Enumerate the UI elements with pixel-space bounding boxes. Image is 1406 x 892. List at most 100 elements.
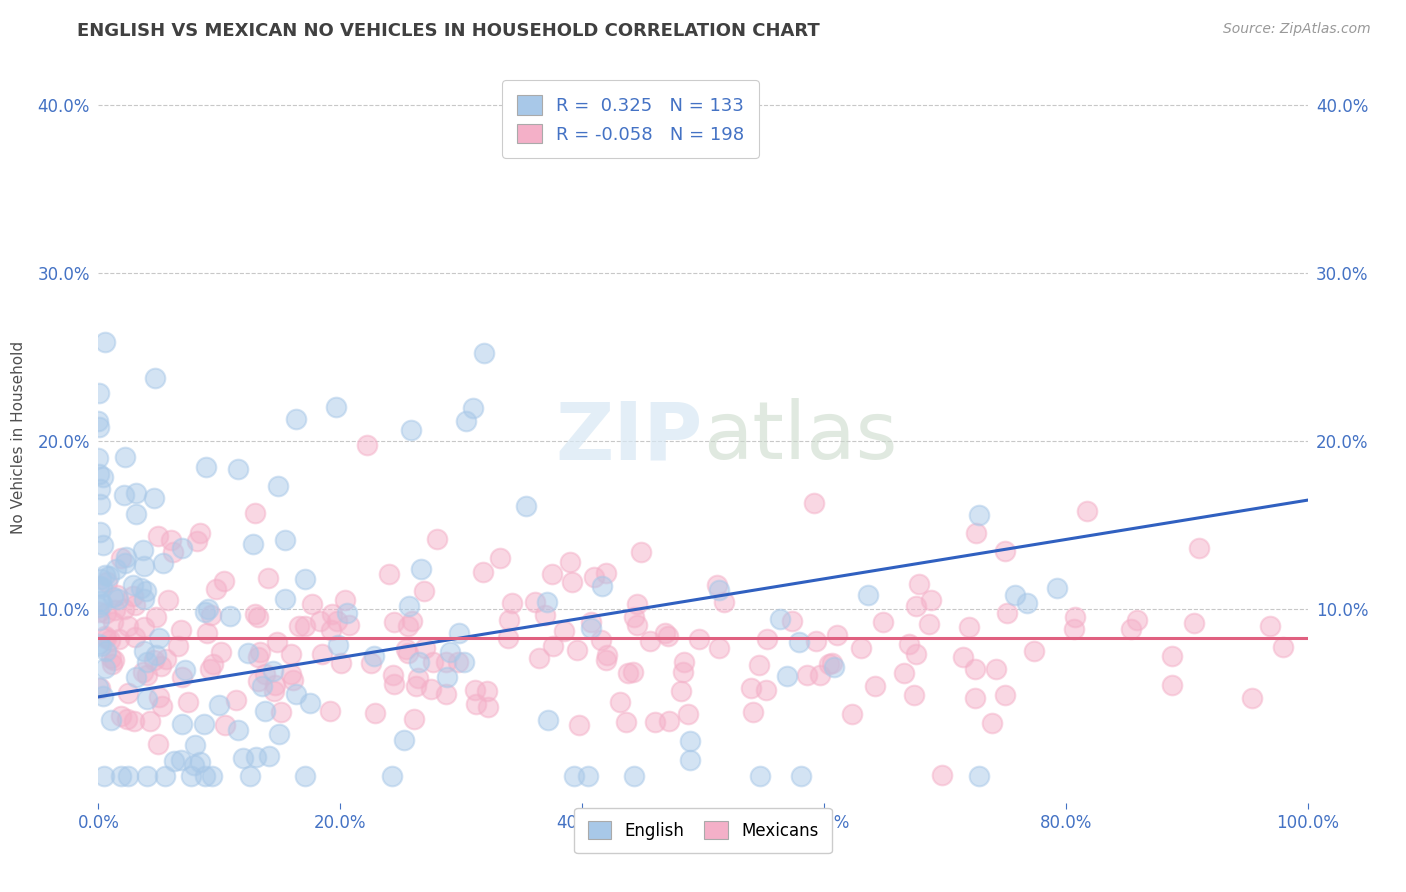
- Point: [156, 593, 179, 607]
- Point: [623, 769, 645, 783]
- Point: [776, 669, 799, 683]
- Point: [136, 655, 159, 669]
- Point: [91, 690, 114, 704]
- Point: [595, 653, 617, 667]
- Point: [94, 661, 117, 675]
- Point: [706, 578, 728, 592]
- Point: [150, 658, 173, 673]
- Point: [796, 668, 818, 682]
- Point: [87, 386, 110, 401]
- Point: [337, 618, 360, 632]
- Point: [308, 614, 330, 628]
- Point: [249, 645, 271, 659]
- Point: [209, 645, 232, 659]
- Point: [818, 657, 841, 671]
- Point: [98, 632, 121, 647]
- Point: [617, 666, 640, 681]
- Point: [872, 615, 894, 629]
- Point: [266, 635, 288, 649]
- Point: [183, 757, 205, 772]
- Point: [89, 594, 111, 608]
- Point: [284, 687, 307, 701]
- Point: [420, 682, 443, 697]
- Point: [256, 572, 278, 586]
- Point: [125, 507, 148, 521]
- Point: [536, 713, 558, 727]
- Point: [110, 769, 132, 783]
- Point: [707, 582, 730, 597]
- Point: [117, 686, 139, 700]
- Point: [1241, 690, 1264, 705]
- Point: [89, 482, 111, 496]
- Point: [356, 438, 378, 452]
- Point: [568, 718, 591, 732]
- Point: [565, 643, 588, 657]
- Point: [96, 644, 118, 658]
- Point: [536, 595, 558, 609]
- Point: [274, 533, 297, 548]
- Point: [155, 652, 177, 666]
- Point: [143, 371, 166, 385]
- Point: [1045, 581, 1067, 595]
- Point: [1182, 615, 1205, 630]
- Point: [422, 655, 444, 669]
- Point: [89, 525, 111, 540]
- Point: [464, 697, 486, 711]
- Point: [125, 486, 148, 500]
- Point: [183, 738, 205, 752]
- Point: [170, 753, 193, 767]
- Point: [242, 536, 264, 550]
- Point: [96, 632, 118, 646]
- Point: [742, 706, 765, 720]
- Point: [561, 575, 583, 590]
- Point: [170, 623, 193, 637]
- Point: [405, 679, 427, 693]
- Point: [87, 614, 110, 628]
- Point: [124, 630, 146, 644]
- Point: [100, 657, 122, 671]
- Point: [167, 640, 190, 654]
- Point: [952, 650, 974, 665]
- Point: [114, 556, 136, 570]
- Point: [90, 572, 112, 586]
- Point: [1258, 619, 1281, 633]
- Point: [301, 597, 323, 611]
- Point: [413, 641, 436, 656]
- Point: [87, 680, 110, 694]
- Point: [294, 769, 316, 783]
- Point: [93, 568, 115, 582]
- Point: [89, 681, 111, 696]
- Point: [399, 423, 422, 437]
- Point: [408, 655, 430, 669]
- Point: [464, 683, 486, 698]
- Point: [243, 507, 266, 521]
- Point: [205, 582, 228, 596]
- Point: [87, 637, 110, 651]
- Point: [208, 698, 231, 712]
- Point: [897, 637, 920, 651]
- Point: [582, 570, 605, 584]
- Point: [984, 662, 1007, 676]
- Point: [396, 647, 419, 661]
- Point: [1022, 644, 1045, 658]
- Point: [281, 673, 304, 687]
- Point: [139, 714, 162, 729]
- Point: [769, 612, 792, 626]
- Point: [212, 574, 235, 588]
- Point: [381, 769, 404, 783]
- Point: [756, 632, 779, 647]
- Point: [280, 647, 302, 661]
- Point: [965, 526, 987, 541]
- Point: [100, 651, 122, 665]
- Point: [669, 683, 692, 698]
- Point: [630, 545, 652, 559]
- Point: [564, 769, 586, 783]
- Point: [626, 597, 648, 611]
- Point: [395, 642, 418, 657]
- Point: [246, 610, 269, 624]
- Point: [477, 684, 499, 698]
- Point: [382, 676, 405, 690]
- Point: [115, 712, 138, 726]
- Point: [917, 616, 939, 631]
- Point: [174, 663, 197, 677]
